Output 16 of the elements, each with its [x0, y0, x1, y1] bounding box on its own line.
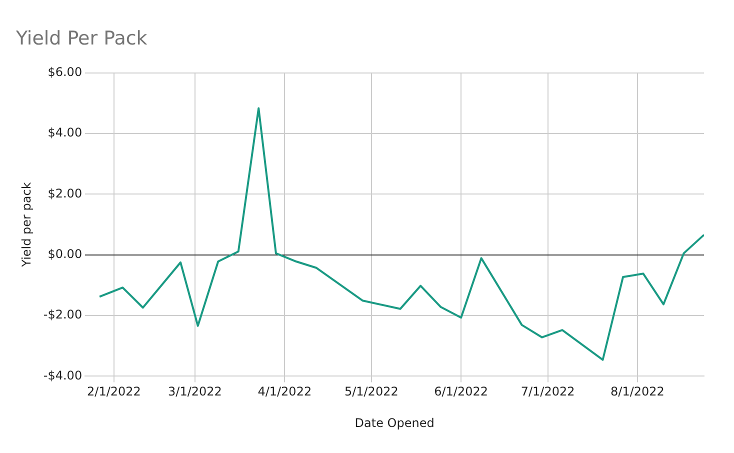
y-tick-label: $0.00: [48, 246, 82, 261]
x-axis-title: Date Opened: [354, 416, 434, 430]
x-tick-label: 2/1/2022: [87, 384, 141, 399]
x-tick-label: 6/1/2022: [434, 384, 488, 399]
y-tick-label: $2.00: [48, 186, 82, 200]
y-tick-label: $4.00: [48, 126, 82, 140]
y-axis-title: Yield per pack: [19, 182, 34, 268]
x-tick-label: 4/1/2022: [258, 384, 312, 399]
y-tick-label: $6.00: [48, 64, 82, 79]
x-tick-label: 3/1/2022: [168, 384, 222, 399]
x-tick-label: 7/1/2022: [520, 384, 575, 399]
x-tick-label: 5/1/2022: [344, 384, 398, 399]
x-tick-label: 8/1/2022: [610, 384, 664, 399]
y-tick-label: -$2.00: [43, 308, 82, 322]
chart-title: Yield Per Pack: [15, 27, 148, 50]
y-tick-label: -$4.00: [43, 368, 82, 382]
